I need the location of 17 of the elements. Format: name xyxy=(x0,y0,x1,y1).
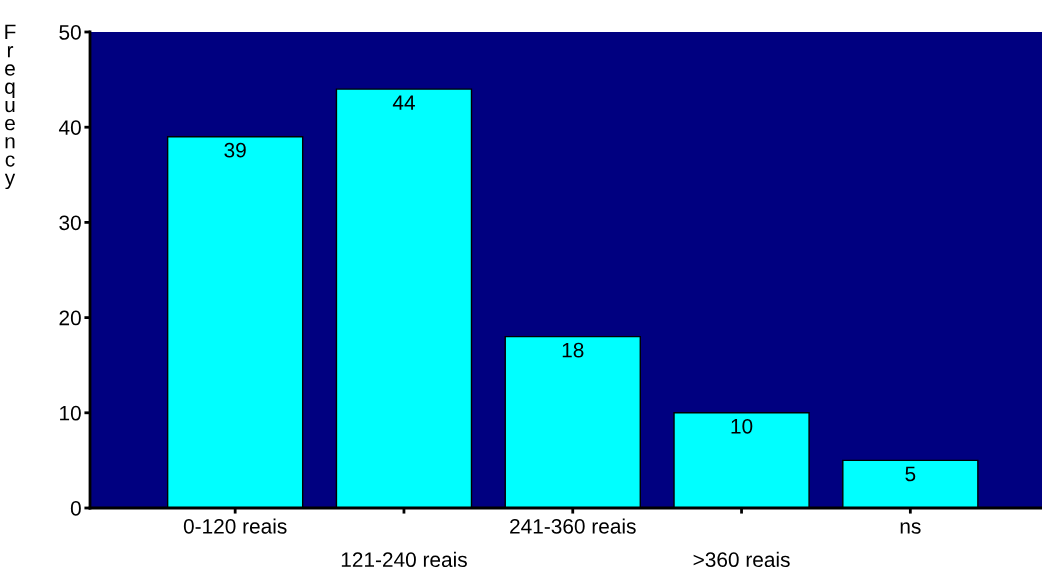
data-label: 44 xyxy=(392,95,415,110)
data-label: 18 xyxy=(562,342,584,358)
x-tick-label: 0-120 reais xyxy=(183,518,287,534)
y-tick-label: 40 xyxy=(58,120,81,135)
data-label: 39 xyxy=(224,142,246,158)
x-tick-label: ns xyxy=(900,522,921,534)
data-label: 5 xyxy=(905,466,916,482)
x-tick-label: 241-360 reais xyxy=(510,518,636,534)
x-tick-label: 121-240 reais xyxy=(341,551,467,568)
y-tick-label: 10 xyxy=(60,405,81,421)
y-tick-label: 0 xyxy=(70,501,81,516)
data-label: 10 xyxy=(731,418,753,434)
text: Frequency xyxy=(4,24,16,190)
y-tick-label: 50 xyxy=(59,25,81,40)
y-tick-label: 30 xyxy=(59,215,81,231)
x-tick-label: >360 reais xyxy=(693,551,790,568)
y-tick-label: 20 xyxy=(59,310,81,326)
